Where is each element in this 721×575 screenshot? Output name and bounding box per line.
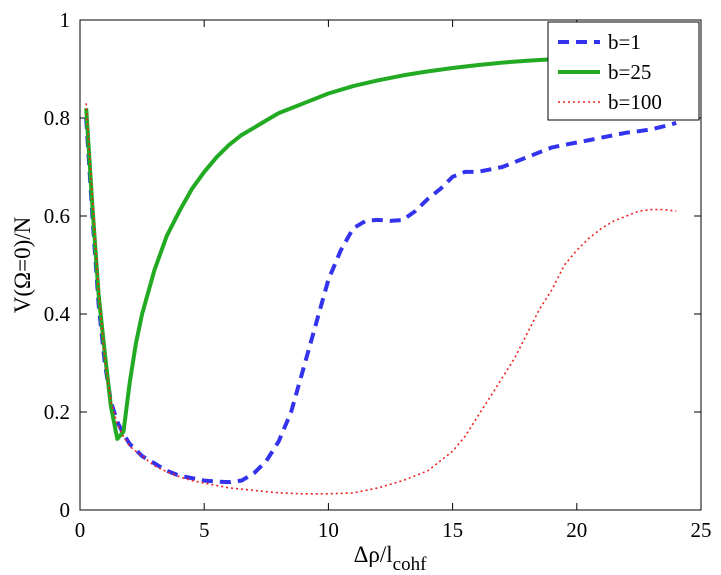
x-tick-label: 25 bbox=[691, 518, 712, 542]
legend-label: b=1 bbox=[608, 30, 641, 54]
plot-area bbox=[79, 19, 702, 511]
series-line-b-25 bbox=[84, 57, 553, 441]
y-tick-label: 0.4 bbox=[44, 302, 71, 326]
series-line-b-1 bbox=[84, 117, 677, 485]
y-tick-label: 1 bbox=[60, 8, 71, 32]
x-axis-label-main: Δρ/l bbox=[354, 542, 393, 567]
x-tick-label: 5 bbox=[199, 518, 210, 542]
y-axis-label: V(Ω=0)/N bbox=[10, 216, 35, 313]
series-layer bbox=[84, 57, 677, 495]
x-tick-label: 10 bbox=[318, 518, 339, 542]
y-tick-label: 0.8 bbox=[44, 106, 70, 130]
series-line-b-100 bbox=[85, 103, 677, 495]
x-tick-label: 20 bbox=[566, 518, 587, 542]
x-axis-label: Δρ/lcohf bbox=[354, 542, 427, 575]
x-tick-label: 15 bbox=[442, 518, 463, 542]
axes-frame bbox=[79, 19, 702, 511]
x-axis-label-subscript: cohf bbox=[393, 554, 427, 575]
legend-label: b=25 bbox=[608, 60, 651, 84]
legend-label: b=100 bbox=[608, 90, 662, 114]
x-tick-label: 0 bbox=[75, 518, 86, 542]
y-tick-label: 0 bbox=[60, 498, 71, 522]
y-tick-label: 0.2 bbox=[44, 400, 70, 424]
legend: b=1 b=25 b=100 bbox=[547, 21, 700, 121]
y-tick-label: 0.6 bbox=[44, 204, 70, 228]
axis-ticks: 0 5 10 15 20 25 0 0.2 0.4 0.6 0.8 1 bbox=[44, 8, 712, 542]
